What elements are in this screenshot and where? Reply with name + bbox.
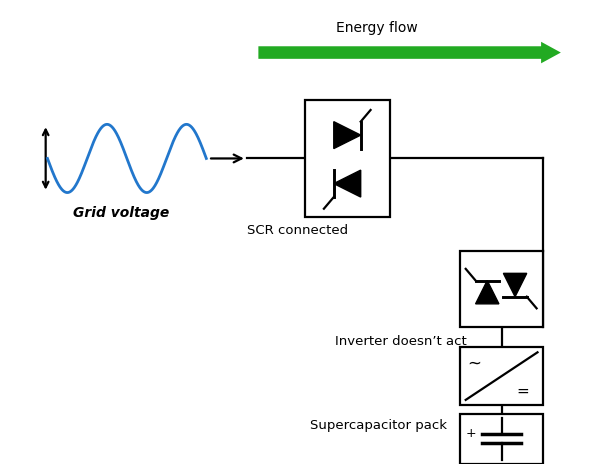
Text: SCR connected: SCR connected	[247, 224, 348, 237]
Bar	[460, 347, 543, 405]
Text: Inverter doesn’t act: Inverter doesn’t act	[335, 335, 466, 348]
Text: =: =	[516, 384, 529, 399]
Text: +: +	[466, 427, 477, 440]
Text: Energy flow: Energy flow	[336, 21, 418, 35]
Polygon shape	[503, 273, 527, 297]
Polygon shape	[334, 170, 360, 197]
Text: ~: ~	[467, 355, 481, 373]
Bar	[460, 251, 543, 327]
Bar	[305, 100, 390, 217]
Polygon shape	[334, 122, 360, 149]
Text: Supercapacitor pack: Supercapacitor pack	[310, 418, 447, 432]
Polygon shape	[475, 280, 499, 304]
Text: Grid voltage: Grid voltage	[73, 206, 169, 220]
FancyArrow shape	[258, 42, 561, 63]
Bar	[460, 414, 543, 464]
